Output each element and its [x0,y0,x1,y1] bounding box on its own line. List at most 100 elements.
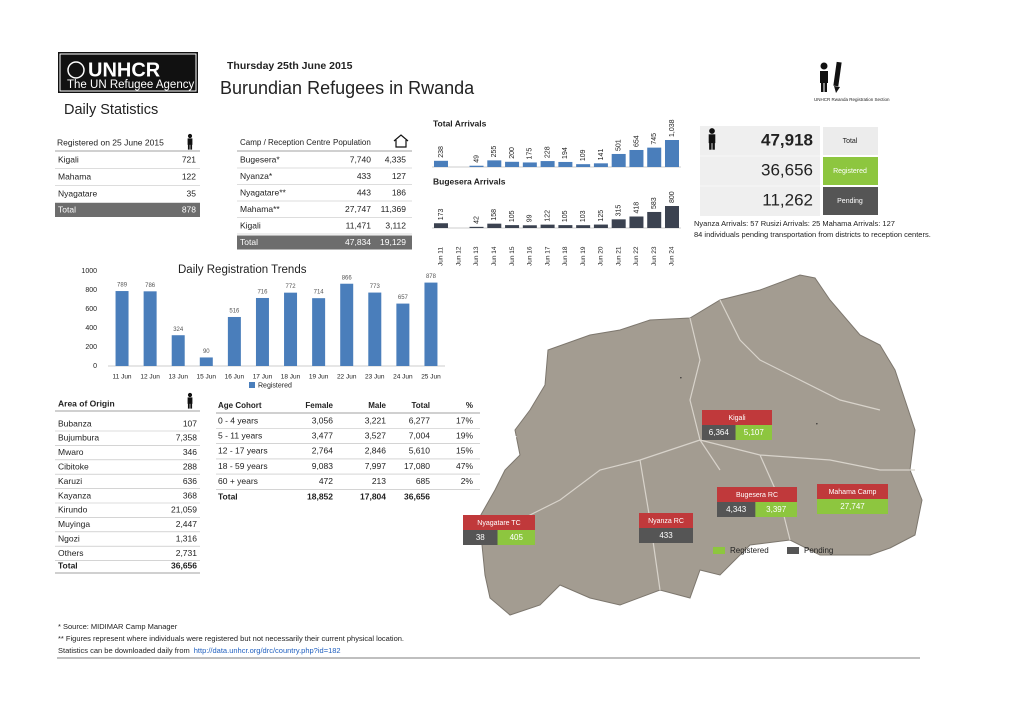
value-label: 583 [651,197,658,209]
x-tick-label: 23 Jun [365,374,385,381]
map-place: • [816,421,818,427]
value-label: 255 [491,146,498,158]
value-label: 716 [257,290,268,296]
summary-note: 84 individuals pending transportation fr… [694,230,931,239]
bar [558,225,573,228]
table-cell: Total [218,491,238,501]
y-tick-label: 0 [93,363,97,370]
bar [558,161,573,167]
download-link[interactable]: http://data.unhcr.org/drc/country.php?id… [194,646,341,655]
table-cell: 0 - 4 years [218,415,258,425]
table-cell: Ngozi [58,533,80,543]
summary-label-box [823,127,878,155]
table-cell: 7,740 [350,154,372,164]
bar [540,161,555,167]
pending-value: 38 [476,533,485,542]
value-label: 866 [342,275,353,281]
logo-subtext: The UN Refugee Agency [67,79,194,91]
pending-value: 4,343 [726,505,747,514]
x-tick-label: Jun 24 [669,246,676,266]
table-cell: 2,846 [365,446,387,456]
value-label: 105 [509,210,516,222]
table-cell: 60 + years [218,476,258,486]
table-cell: 878 [182,204,196,214]
x-tick-label: Jun 22 [633,246,640,266]
table-cell: 36,656 [171,560,197,570]
place-label-box [702,410,772,425]
legend-swatch [249,382,255,388]
place-label-box [817,484,888,499]
person-icon [187,133,193,139]
x-tick-label: 24 Jun [393,374,413,381]
x-tick-label: 25 Jun [421,374,441,381]
table-cell: 5 - 11 years [218,430,262,440]
summary-note: Nyanza Arrivals: 57 Rusizi Arrivals: 25 … [694,219,895,228]
total-row [237,235,412,250]
summary-notes: Nyanza Arrivals: 57 Rusizi Arrivals: 25 … [694,219,931,239]
logo-border [59,53,197,92]
registered-box [755,502,797,517]
table-header: Camp / Reception Centre [240,138,331,147]
person-icon [187,397,193,404]
house-icon [393,134,409,148]
table-cell: 12 - 17 years [218,446,268,456]
summary-label-box [823,187,878,215]
bar [340,283,354,366]
x-tick-label: Jun 20 [598,246,605,266]
place-label: Mahama Camp [829,489,877,496]
table-cell: 7,358 [176,433,198,443]
bar [576,225,591,228]
table-cell: 2,764 [312,446,334,456]
x-tick-label: Jun 13 [473,246,480,266]
bar [469,226,484,228]
bar [647,147,662,167]
table-cell: Nyagatare [58,188,97,198]
bar [171,335,185,366]
bar [522,225,537,228]
bar [487,160,502,167]
place-label-box [639,513,693,528]
table-header: Age Cohort [218,401,262,410]
table-cell: Kigali [58,154,79,164]
legend-swatch [713,547,725,554]
value-label: 657 [398,295,409,301]
footnote: * Source: MIDIMAR Camp Manager [58,622,178,631]
value-label: 175 [527,148,534,160]
table-cell: Bubanza [58,418,92,428]
table-cell: Muyinga [58,519,90,529]
legend-label: Registered [258,382,292,389]
bar [664,206,679,228]
table-cell: 433 [357,171,371,181]
value-label: 238 [438,146,445,158]
bar [576,164,591,167]
person-icon [709,142,712,150]
table-cell: 18 - 59 years [218,461,268,471]
table-cell: 7,004 [409,430,431,440]
table-cell: Nyagatare** [240,187,287,197]
subtitle: Daily Statistics [64,102,158,118]
x-tick-label: 17 Jun [253,374,273,381]
registration-icon [820,61,842,93]
person-icon [187,138,193,145]
table-cell: 186 [392,187,406,197]
value-label: 103 [580,210,587,222]
person-icon [712,142,715,150]
table-cell: 15% [456,446,473,456]
table-cell: 2,447 [176,519,198,529]
summary-value: 47,918 [761,130,813,149]
table-cell: Others [58,548,84,558]
table-cell: Total [58,560,78,570]
table-cell: 213 [372,476,386,486]
logo-emblem [67,61,85,79]
x-tick-label: 12 Jun [140,374,160,381]
value-label: 745 [651,133,658,145]
pending-value: 6,364 [709,428,730,437]
table-cell: 4,335 [385,154,407,164]
table-cell: 27,747 [345,204,371,214]
x-tick-label: Jun 16 [527,246,534,266]
pending-box [717,502,756,517]
x-tick-label: Jun 14 [491,246,498,266]
x-tick-label: 16 Jun [225,374,245,381]
table-cell: 3,221 [365,415,387,425]
